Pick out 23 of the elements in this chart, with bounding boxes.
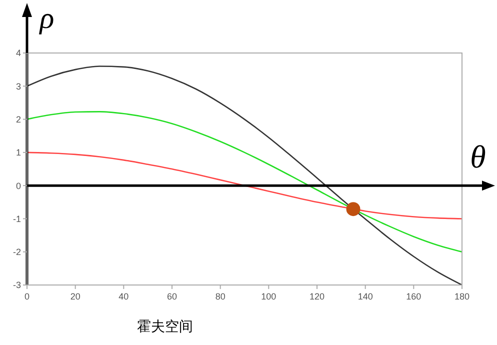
x-tick-label: 20 <box>70 291 80 302</box>
x-tick-label: 0 <box>24 291 30 302</box>
text: 霍夫空间 <box>137 319 193 335</box>
y-tick-label: -3 <box>12 280 21 290</box>
x-tick-label: 120 <box>309 291 325 302</box>
y-tick-label: -1 <box>12 214 21 224</box>
y-axis-title: ρ <box>38 2 54 35</box>
x-tick-label: 60 <box>166 291 178 302</box>
y-tick-label: 2 <box>16 114 21 124</box>
x-tick-label: 80 <box>215 291 226 302</box>
x-tick-label: 160 <box>406 291 422 302</box>
x-tick-label: 40 <box>118 291 129 302</box>
y-tick-label: 1 <box>16 148 21 158</box>
y-tick-label: 3 <box>16 81 21 92</box>
line-series <box>27 152 462 220</box>
y-tick-label: 4 <box>16 48 21 58</box>
y-tick-label: 0 <box>16 180 21 191</box>
x-tick-label: 100 <box>261 291 276 302</box>
x-tick-label: 140 <box>358 291 373 302</box>
line-series <box>27 111 462 253</box>
x-axis-title: θ <box>470 138 486 175</box>
x-tick-label: 180 <box>454 291 470 302</box>
y-tick-label: -2 <box>12 247 21 258</box>
